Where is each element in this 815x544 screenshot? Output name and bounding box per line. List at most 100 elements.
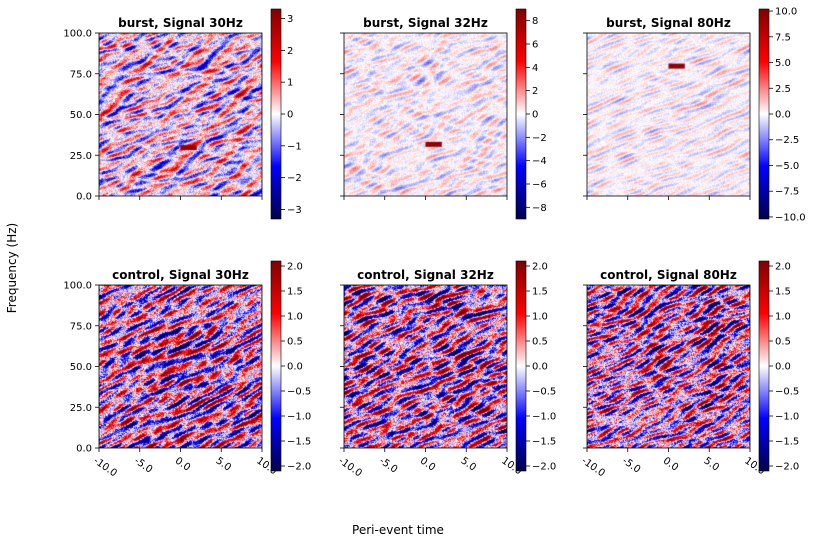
colorbar-tick-label: 8 — [532, 16, 538, 27]
colorbar-tick-label: −0.5 — [532, 387, 556, 398]
colorbar-tick-label: −1.5 — [775, 437, 799, 448]
colorbar-tick-label: 2.0 — [775, 262, 791, 273]
x-tick-label: 5.0 — [459, 455, 478, 473]
colorbar-tick-label: 0.0 — [532, 362, 548, 373]
y-tick-label: 50.0 — [70, 110, 92, 121]
colorbar-tick-label: 10.0 — [775, 7, 797, 18]
colorbar-tick-label: 1.0 — [775, 312, 791, 323]
x-tick-label: -10.0 — [91, 455, 119, 479]
colorbar-tick-label: −3 — [287, 205, 302, 216]
figure-y-label: Frequency (Hz) — [5, 223, 19, 314]
subplot-title: burst, Signal 30Hz — [118, 16, 243, 30]
subplot-4: control, Signal 30Hz 0.0 25.0 50.0 75.0 100.0… — [63, 260, 311, 479]
colorbar-tick-label: 1.0 — [287, 312, 303, 323]
colorbar — [758, 8, 770, 220]
subplot-2: burst, Signal 32Hz −8 −6 −4 −2 0 2 4 6 8 — [340, 8, 547, 220]
heatmap-image — [344, 33, 507, 196]
heatmap-image — [587, 33, 750, 196]
colorbar-tick-label: −2.0 — [532, 462, 556, 473]
colorbar-tick-label: 3 — [287, 14, 293, 25]
y-tick-label: 100.0 — [63, 281, 92, 292]
colorbar — [270, 8, 282, 220]
colorbar-tick-label: 0.0 — [287, 362, 303, 373]
heatmap-image — [99, 33, 262, 196]
x-tick-label: 0.0 — [173, 455, 192, 473]
colorbar-tick-label: −2.0 — [775, 462, 799, 473]
colorbar-tick-label: 7.5 — [775, 32, 791, 43]
colorbar-tick-label: −6 — [532, 180, 547, 191]
colorbar-tick-label: −0.5 — [775, 387, 799, 398]
subplot-title: burst, Signal 32Hz — [363, 16, 488, 30]
heatmap-image — [344, 285, 507, 448]
colorbar-tick-label: −1.0 — [287, 412, 311, 423]
y-tick-label: 25.0 — [70, 151, 92, 162]
colorbar-tick-label: −2.0 — [287, 462, 311, 473]
colorbar-tick-label: 2 — [287, 46, 293, 57]
y-tick-label: 50.0 — [70, 362, 92, 373]
colorbar — [515, 8, 527, 220]
x-tick-label: -5.0 — [132, 455, 154, 475]
y-tick-label: 0.0 — [76, 192, 92, 203]
figure-x-label: Peri-event time — [352, 523, 444, 537]
colorbar-tick-label: −1.0 — [532, 412, 556, 423]
heatmap-image — [587, 285, 750, 448]
colorbar-tick-label: 4 — [532, 63, 538, 74]
colorbar-tick-label: 6 — [532, 40, 538, 51]
colorbar — [515, 260, 527, 472]
colorbar-tick-label: 2 — [532, 86, 538, 97]
colorbar-tick-label: 1 — [287, 78, 293, 89]
colorbar-tick-label: −5.0 — [775, 161, 799, 172]
colorbar-tick-label: 1.5 — [287, 287, 303, 298]
subplot-5: control, Signal 32Hz-10.0 -5.0 0.0 5.0 10.0−… — [336, 260, 556, 479]
y-tick-label: 25.0 — [70, 403, 92, 414]
x-tick-label: 5.0 — [702, 455, 721, 473]
y-tick-label: 0.0 — [76, 444, 92, 455]
subplot-title: control, Signal 30Hz — [112, 268, 249, 282]
x-tick-label: -10.0 — [336, 455, 364, 479]
colorbar-tick-label: −10.0 — [775, 212, 806, 223]
colorbar — [270, 260, 282, 472]
colorbar-tick-label: 0.5 — [775, 337, 791, 348]
colorbar-tick-label: −1.5 — [532, 437, 556, 448]
colorbar-tick-label: 1.0 — [532, 312, 548, 323]
colorbar-tick-label: −2 — [532, 133, 547, 144]
subplot-grid: burst, Signal 30Hz0.025.050.075.0100.0−3… — [63, 7, 805, 480]
colorbar-tick-label: 5.0 — [775, 58, 791, 69]
y-tick-label: 75.0 — [70, 69, 92, 80]
colorbar-tick-label: −7.5 — [775, 187, 799, 198]
colorbar-tick-label: 2.5 — [775, 84, 791, 95]
colorbar-tick-label: 0 — [532, 110, 538, 121]
heatmap-image — [99, 285, 262, 448]
x-tick-label: -5.0 — [377, 455, 399, 475]
subplot-title: control, Signal 32Hz — [357, 268, 494, 282]
x-tick-label: -10.0 — [579, 455, 607, 479]
colorbar-tick-label: 0 — [287, 110, 293, 121]
x-tick-label: 0.0 — [418, 455, 437, 473]
colorbar-tick-label: −1.0 — [775, 412, 799, 423]
y-tick-label: 75.0 — [70, 321, 92, 332]
colorbar-tick-label: 2.0 — [532, 262, 548, 273]
colorbar-tick-label: −2 — [287, 173, 302, 184]
subplot-title: burst, Signal 80Hz — [606, 16, 731, 30]
colorbar-tick-label: 1.5 — [532, 287, 548, 298]
colorbar-tick-label: 0.0 — [775, 110, 791, 121]
colorbar-tick-label: −4 — [532, 156, 547, 167]
subplot-6: control, Signal 80Hz-10.0 -5.0 0.0 5.0 10.0−… — [579, 260, 799, 479]
colorbar — [758, 260, 770, 472]
colorbar-tick-label: −0.5 — [287, 387, 311, 398]
colorbar-tick-label: −1.5 — [287, 437, 311, 448]
colorbar-tick-label: 0.5 — [532, 337, 548, 348]
x-tick-label: 5.0 — [214, 455, 233, 473]
subplot-1: burst, Signal 30Hz 0.0 25.0 50.0 75.0 100.0 −3… — [63, 8, 302, 220]
x-tick-label: 0.0 — [661, 455, 680, 473]
subplot-3: burst, Signal 80Hz −10.0 −7.5 −5.0 −2.5 0.0 2.… — [583, 7, 806, 223]
subplot-title: control, Signal 80Hz — [600, 268, 737, 282]
colorbar-tick-label: −1 — [287, 141, 302, 152]
colorbar-tick-label: 1.5 — [775, 287, 791, 298]
colorbar-tick-label: 0.5 — [287, 337, 303, 348]
colorbar-tick-label: 0.0 — [775, 362, 791, 373]
y-tick-label: 100.0 — [63, 29, 92, 40]
colorbar-tick-label: −2.5 — [775, 135, 799, 146]
colorbar-tick-label: −8 — [532, 203, 547, 214]
